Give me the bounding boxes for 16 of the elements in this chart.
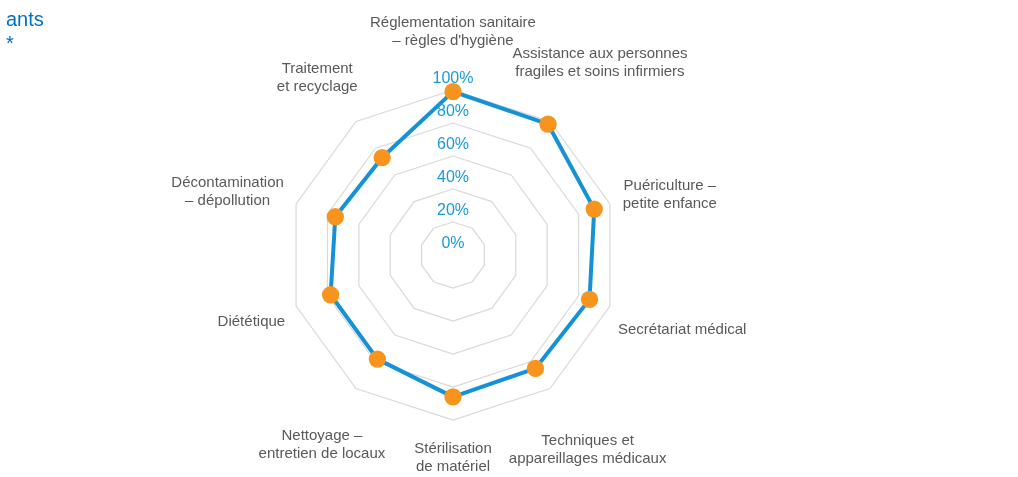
y-tick-label: 0% — [441, 234, 465, 251]
spoke-label: Techniques et appareillages médicaux — [508, 431, 667, 467]
spoke-label: Traitement et recyclage — [276, 59, 358, 95]
chart-title: ants — [6, 8, 44, 30]
y-tick-label: 20% — [436, 201, 470, 218]
spoke-label: Secrétariat médical — [618, 320, 747, 338]
y-tick-label: 80% — [436, 102, 470, 119]
text: * — [6, 32, 14, 54]
y-tick-label: 40% — [436, 168, 470, 185]
y-tick-label: 60% — [436, 135, 470, 152]
spoke-label: Stérilisation de matériel — [414, 439, 492, 474]
spoke-label: Diététique — [217, 311, 286, 329]
spoke-label: Décontamination – dépollution — [171, 172, 284, 208]
y-tick-label: 100% — [432, 69, 474, 86]
spoke-label: Puériculture – petite enfance — [622, 175, 717, 211]
spoke-label: Nettoyage – entretien de locaux — [258, 426, 386, 462]
